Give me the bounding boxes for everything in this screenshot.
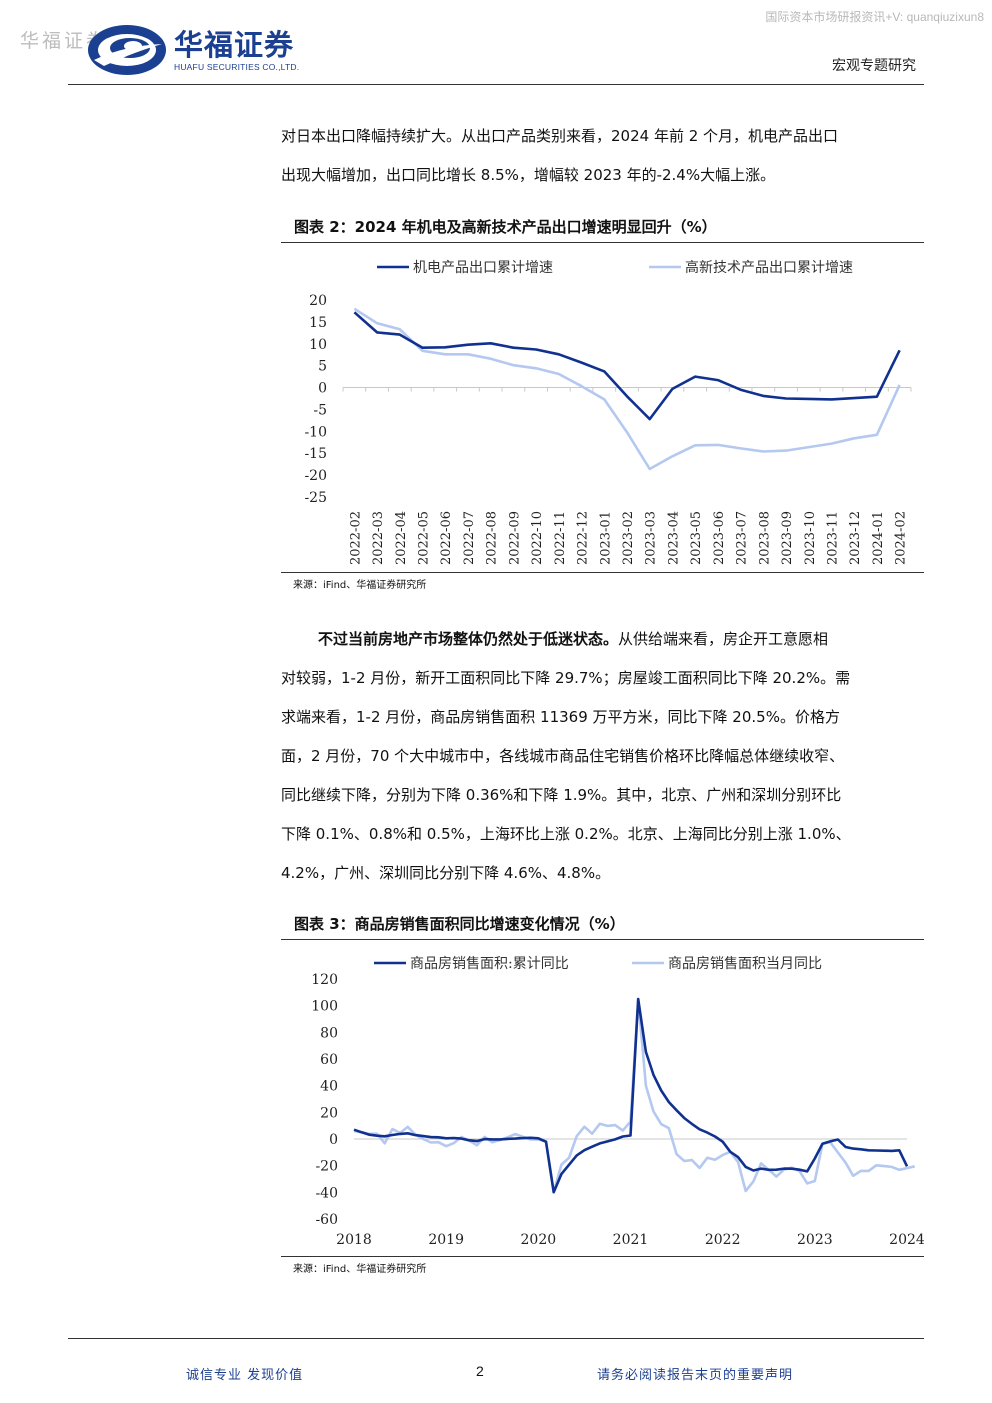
paragraph-line: 同比继续下降，分别为下降 0.36%和下降 1.9%。其中，北京、广州和深圳分别… [281, 786, 842, 804]
y-tick-label: 0 [329, 1132, 338, 1148]
watermark-top: 国际资本市场研报资讯+V: quanqiuzixun8 [765, 10, 984, 24]
y-tick-label: 10 [309, 337, 327, 353]
x-tick-label: 2022-10 [530, 511, 545, 565]
x-tick-label: 2023-06 [712, 511, 727, 565]
x-tick-label: 2022-11 [553, 511, 568, 565]
figure-2-title: 图表 2：2024 年机电及高新技术产品出口增速明显回升（%） [294, 218, 717, 236]
legend-label-1: 商品房销售面积当月同比 [668, 956, 822, 972]
y-tick-label: 20 [320, 1105, 338, 1121]
series-line-1 [353, 307, 901, 471]
legend-label-0: 商品房销售面积:累计同比 [410, 956, 569, 972]
x-tick-label: 2021 [613, 1232, 649, 1248]
x-tick-label: 2019 [428, 1232, 464, 1248]
bold-lead: 不过当前房地产市场整体仍然处于低迷状态。 [318, 630, 619, 648]
x-tick-label: 2023-02 [621, 511, 636, 565]
paragraph-line: 对较弱，1-2 月份，新开工面积同比下降 29.7%；房屋竣工面积同比下降 20… [281, 669, 851, 687]
report-type: 宏观专题研究 [832, 58, 916, 74]
paragraph-export: 对日本出口降幅持续扩大。从出口产品类别来看，2024 年前 2 个月，机电产品出… [281, 117, 931, 195]
x-tick-label: 2022-07 [462, 511, 477, 565]
x-tick-label: 2023-10 [803, 511, 818, 565]
paragraph-line: 求端来看，1-2 月份，商品房销售面积 11369 万平方米，同比下降 20.5… [281, 708, 840, 726]
x-tick-label: 2022-04 [394, 511, 409, 565]
paragraph-line: 不过当前房地产市场整体仍然处于低迷状态。从供给端来看，房企开工意愿相 [281, 620, 931, 659]
paragraph-line: 面，2 月份，70 个大中城市中，各线城市商品住宅销售价格环比降幅总体继续收窄、 [281, 747, 845, 765]
x-tick-label: 2023-08 [757, 511, 772, 565]
line-rest: 从供给端来看，房企开工意愿相 [618, 630, 829, 648]
paragraph-line: 4.2%，广州、深圳同比分别下降 4.6%、4.8%。 [281, 864, 611, 882]
page-number: 2 [476, 1363, 484, 1379]
x-tick-label: 2024-02 [894, 511, 909, 565]
y-tick-label: -20 [315, 1159, 338, 1175]
x-tick-label: 2022-12 [576, 511, 591, 565]
logo-text-cn: 华福证券 [174, 28, 295, 62]
figure-3-source: 来源：iFind、华福证券研究所 [293, 1264, 427, 1275]
company-logo: 华福证券 HUAFU SECURITIES CO.,LTD. [86, 22, 336, 78]
y-tick-label: 100 [311, 999, 338, 1015]
figure-3-title: 图表 3：商品房销售面积同比增速变化情况（%） [294, 915, 625, 933]
y-tick-label: 20 [309, 293, 327, 309]
x-tick-label: 2022-09 [507, 511, 522, 565]
figure-3-top-rule [281, 939, 924, 940]
header-divider [68, 84, 924, 85]
y-tick-label: 0 [318, 381, 327, 397]
paragraph-line: 出现大幅增加，出口同比增长 8.5%，增幅较 2023 年的-2.4%大幅上涨。 [281, 166, 776, 184]
x-tick-label: 2022-02 [348, 511, 363, 565]
series-line-0 [353, 311, 901, 421]
x-tick-label: 2020 [521, 1232, 557, 1248]
legend-label-0: 机电产品出口累计增速 [413, 260, 553, 276]
x-tick-label: 2024 [889, 1232, 924, 1248]
y-tick-label: -20 [304, 468, 327, 484]
paragraph-line: 下降 0.1%、0.8%和 0.5%，上海环比上涨 0.2%。北京、上海同比分别… [281, 825, 851, 843]
x-tick-label: 2023-09 [780, 511, 795, 565]
y-tick-label: -5 [313, 402, 327, 418]
footer-slogan: 诚信专业 发现价值 [186, 1368, 304, 1383]
x-tick-label: 2023 [797, 1232, 833, 1248]
y-tick-label: 80 [320, 1025, 338, 1041]
footer-divider [68, 1338, 924, 1339]
y-tick-label: -25 [304, 490, 327, 506]
logo-text-en: HUAFU SECURITIES CO.,LTD. [174, 62, 300, 72]
y-tick-label: 5 [318, 359, 327, 375]
chart-housing-sales: 商品房销售面积:累计同比 商品房销售面积当月同比 120 100 80 60 40 20 0 -2… [311, 956, 924, 1248]
y-tick-label: -15 [304, 446, 327, 462]
x-tick-label: 2022-08 [485, 511, 500, 565]
series-line-0 [353, 997, 909, 1194]
figure-2-top-rule [281, 242, 924, 243]
y-tick-label: -10 [304, 424, 327, 440]
x-tick-label: 2023-04 [666, 511, 681, 565]
x-tick-label: 2022 [705, 1232, 741, 1248]
x-tick-label: 2023-03 [644, 511, 659, 565]
y-tick-label: 15 [309, 315, 327, 331]
footer-disclaimer: 请务必阅读报告末页的重要声明 [597, 1368, 794, 1383]
x-tick-label: 2024-01 [871, 511, 886, 565]
watermark-corner: 华福证券 [20, 30, 109, 52]
figure-3-bottom-rule [281, 1256, 924, 1257]
x-tick-label: 2022-03 [371, 511, 386, 565]
legend-label-1: 高新技术产品出口累计增速 [685, 259, 853, 276]
x-tick-label: 2022-06 [439, 511, 454, 565]
x-tick-label: 2022-05 [417, 511, 432, 565]
y-tick-label: -40 [315, 1185, 338, 1201]
x-tick-label: 2023-07 [735, 511, 750, 565]
x-tick-label: 2023-11 [825, 511, 840, 565]
x-tick-label: 2023-01 [598, 511, 613, 565]
y-tick-label: 120 [311, 972, 338, 988]
x-tick-label: 2023-12 [848, 511, 863, 565]
chart-export-growth: 机电产品出口累计增速 高新技术产品出口累计增速 20 15 10 5 0 -5 -10 -15 -2… [304, 259, 912, 565]
paragraph-line: 对日本出口降幅持续扩大。从出口产品类别来看，2024 年前 2 个月，机电产品出… [281, 127, 839, 145]
series-line-1 [353, 997, 915, 1194]
y-tick-label: -60 [315, 1212, 338, 1228]
x-tick-label: 2018 [336, 1232, 372, 1248]
logo-mark-icon [88, 25, 166, 75]
figure-2-bottom-rule [281, 572, 924, 573]
x-tick-label: 2023-05 [689, 511, 704, 565]
paragraph-property: 不过当前房地产市场整体仍然处于低迷状态。从供给端来看，房企开工意愿相 对较弱，1… [281, 620, 931, 893]
figure-2-source: 来源：iFind、华福证券研究所 [293, 580, 427, 591]
y-tick-label: 40 [320, 1079, 338, 1095]
y-tick-label: 60 [320, 1052, 338, 1068]
